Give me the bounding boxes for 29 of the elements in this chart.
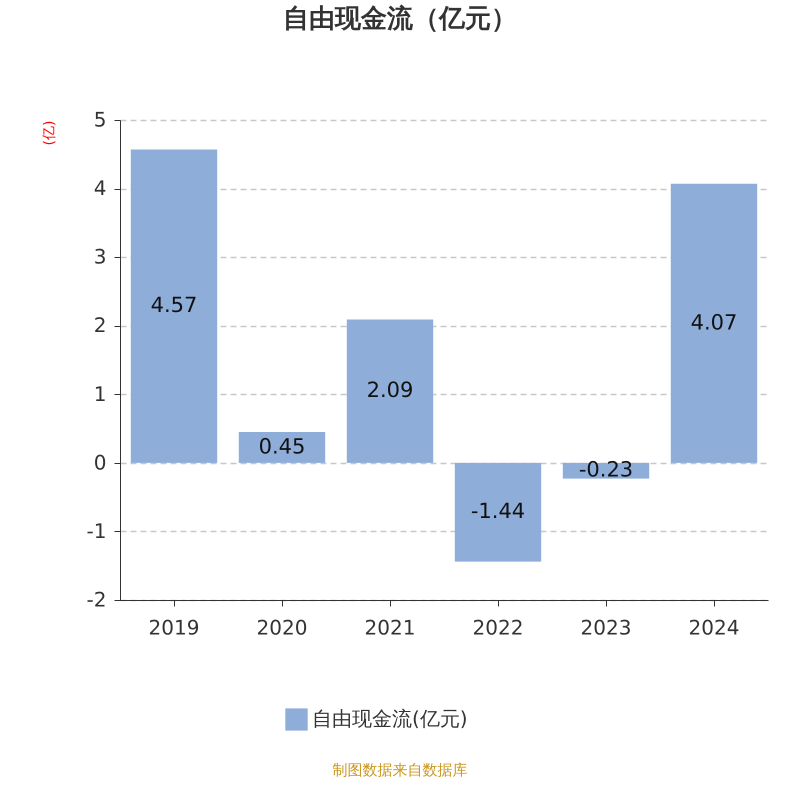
y-tick-label: 4: [94, 176, 106, 200]
y-axis-title: (亿): [42, 120, 58, 146]
data-label: 2.09: [366, 378, 414, 402]
y-tick-label: 2: [94, 313, 106, 338]
data-label: 0.45: [258, 434, 306, 458]
y-tick-label: -1: [86, 518, 106, 543]
bar: [346, 320, 434, 463]
data-label: 4.07: [690, 310, 738, 334]
y-tick-label: -2: [86, 588, 106, 612]
bar: [670, 184, 758, 463]
y-tick-label: 3: [94, 244, 106, 269]
text: 制图数据来自数据库: [332, 761, 468, 779]
data-label: -1.44: [470, 499, 526, 524]
x-tick-label: 2022: [472, 616, 524, 640]
chart-title: 自由现金流（亿元）: [283, 4, 517, 34]
bar: [238, 432, 326, 463]
y-tick-label: 1: [94, 382, 106, 406]
x-tick-label: 2023: [580, 616, 632, 640]
x-tick-label: 2021: [364, 616, 416, 640]
bar: [130, 149, 218, 463]
x-tick-label: 2024: [688, 616, 740, 640]
y-tick-label: 0: [94, 450, 106, 474]
legend-label: 自由现金流(亿元): [312, 706, 468, 730]
y-tick-label: 5: [94, 108, 106, 132]
data-label: 4.57: [150, 293, 198, 318]
data-label: -0.23: [578, 458, 634, 482]
bar: [454, 462, 542, 562]
x-tick-label: 2020: [256, 616, 308, 640]
x-tick-label: 2019: [148, 616, 200, 640]
